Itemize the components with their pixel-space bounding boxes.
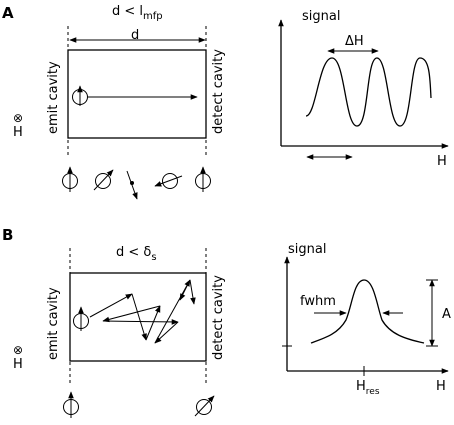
panel-b-label: B bbox=[2, 226, 13, 244]
panel-a-sample bbox=[67, 49, 207, 139]
panel-a-spin-2-icon bbox=[93, 169, 114, 191]
panel-a-spin-4-icon bbox=[154, 173, 183, 189]
panel-a-period-label: ΔH bbox=[345, 34, 364, 49]
panel-a-emit-label: emit cavity bbox=[46, 61, 61, 134]
panel-a-spin-1-icon bbox=[62, 166, 78, 192]
panel-a-field-symbol: ⊗ bbox=[13, 111, 23, 125]
panel-b-detect-label: detect cavity bbox=[211, 275, 226, 360]
panel-a-label: A bbox=[2, 4, 14, 22]
panel-a-width-label: d bbox=[131, 28, 139, 43]
panel-b-emitted-spin-icon bbox=[73, 306, 89, 331]
panel-b-sample bbox=[69, 272, 207, 362]
panel-b-graph-y-label: signal bbox=[288, 242, 326, 257]
panel-b-graph-x-label: H bbox=[436, 379, 446, 394]
panel-b-width-label: fwhm bbox=[300, 294, 336, 309]
panel-b-spin-in-icon bbox=[63, 391, 79, 418]
panel-b-diffusive-path bbox=[89, 279, 196, 344]
panel-a-spin-5-icon bbox=[195, 166, 211, 192]
panel-a-detect-label: detect cavity bbox=[211, 49, 226, 134]
panel-a-graph-y-label: signal bbox=[302, 9, 340, 24]
panel-a-spin-3-icon bbox=[126, 170, 138, 200]
panel-b-field-symbol: ⊗ bbox=[13, 343, 23, 357]
panel-b-emit-label: emit cavity bbox=[46, 287, 61, 360]
panel-b-resonance-curve bbox=[310, 279, 425, 344]
panel-a-graph-x-label: H bbox=[437, 154, 447, 169]
panel-b-resonance-label: Hres bbox=[356, 379, 380, 397]
panel-a-condition: d < lmfp bbox=[112, 4, 163, 22]
panel-b-spin-out-icon bbox=[194, 395, 215, 417]
panel-a-emitted-spin-icon bbox=[72, 85, 88, 106]
panel-b-condition: d < δs bbox=[116, 245, 157, 263]
panel-a-oscillation-curve bbox=[305, 57, 432, 127]
panel-b-field-label: H bbox=[13, 357, 23, 372]
panel-a-field-label: H bbox=[13, 125, 23, 140]
panel-b-amplitude-label: A bbox=[442, 307, 451, 322]
